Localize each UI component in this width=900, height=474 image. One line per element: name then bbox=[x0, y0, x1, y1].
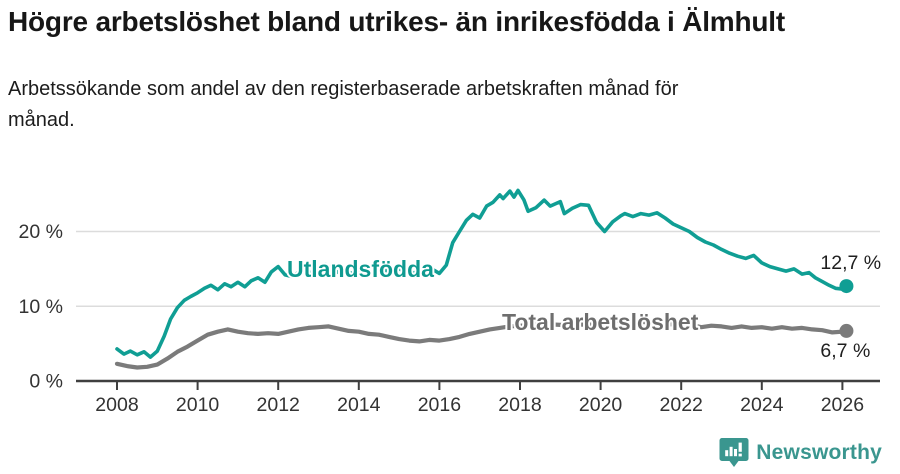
series-line-total bbox=[114, 318, 849, 370]
x-axis-label-2018: 2018 bbox=[498, 394, 541, 416]
end-value-label-total: 6,7 % bbox=[820, 340, 870, 362]
end-value-label-utlandsfodda: 12,7 % bbox=[820, 252, 881, 274]
x-axis-label-2020: 2020 bbox=[579, 394, 623, 416]
series-label-utlandsfodda: Utlandsfödda bbox=[287, 256, 434, 282]
x-axis-label-2010: 2010 bbox=[176, 394, 220, 416]
x-axis-label-2026: 2026 bbox=[821, 394, 864, 416]
y-axis-label-10: 10 % bbox=[19, 296, 63, 318]
series-label-total: Total arbetslöshet bbox=[502, 309, 699, 335]
x-axis-label-2008: 2008 bbox=[95, 394, 138, 416]
series-endpoint-dot-total bbox=[839, 323, 854, 338]
x-axis-label-2022: 2022 bbox=[660, 394, 703, 416]
page-title: Högre arbetslöshet bland utrikes- än inr… bbox=[8, 6, 785, 37]
chart-subtitle: Arbetssökande som andel av den registerb… bbox=[8, 78, 679, 131]
series-line-utlandsfodda bbox=[115, 188, 849, 359]
newsworthy-branding: Newsworthy bbox=[719, 437, 882, 468]
x-axis-label-2024: 2024 bbox=[740, 394, 784, 416]
series-endpoint-dot-utlandsfodda bbox=[839, 279, 854, 294]
x-axis-label-2014: 2014 bbox=[337, 394, 381, 416]
y-axis-label-0: 0 % bbox=[29, 371, 63, 393]
newsworthy-logo-icon bbox=[719, 438, 749, 467]
x-axis-label-2012: 2012 bbox=[257, 394, 300, 416]
y-axis-label-20: 20 % bbox=[19, 221, 63, 243]
brand-name: Newsworthy bbox=[756, 440, 882, 464]
x-axis-label-2016: 2016 bbox=[418, 394, 461, 416]
